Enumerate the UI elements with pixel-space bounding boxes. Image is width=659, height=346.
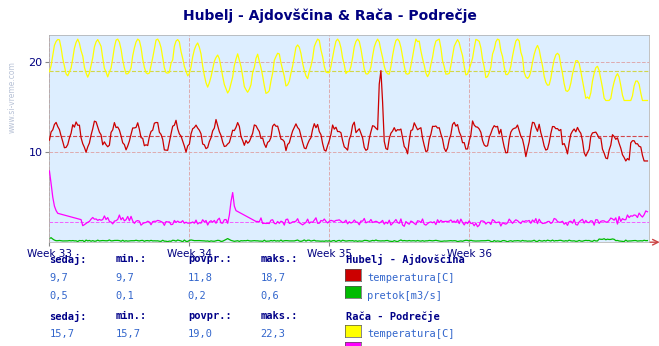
Text: maks.:: maks.: bbox=[260, 311, 298, 321]
Text: temperatura[C]: temperatura[C] bbox=[367, 273, 455, 283]
Text: sedaj:: sedaj: bbox=[49, 254, 87, 265]
Text: Hubelj - Ajdovščina: Hubelj - Ajdovščina bbox=[346, 254, 465, 265]
Text: 19,0: 19,0 bbox=[188, 329, 213, 339]
Text: pretok[m3/s]: pretok[m3/s] bbox=[367, 291, 442, 301]
Text: 15,7: 15,7 bbox=[115, 329, 140, 339]
Text: temperatura[C]: temperatura[C] bbox=[367, 329, 455, 339]
Text: www.si-vreme.com: www.si-vreme.com bbox=[8, 61, 17, 133]
Text: Hubelj - Ajdovščina & Rača - Podrečje: Hubelj - Ajdovščina & Rača - Podrečje bbox=[183, 9, 476, 23]
Text: povpr.:: povpr.: bbox=[188, 311, 231, 321]
Text: Rača - Podrečje: Rača - Podrečje bbox=[346, 311, 440, 322]
Text: maks.:: maks.: bbox=[260, 254, 298, 264]
Text: 11,8: 11,8 bbox=[188, 273, 213, 283]
Text: min.:: min.: bbox=[115, 254, 146, 264]
Text: povpr.:: povpr.: bbox=[188, 254, 231, 264]
Text: 0,2: 0,2 bbox=[188, 291, 206, 301]
Text: 18,7: 18,7 bbox=[260, 273, 285, 283]
Text: min.:: min.: bbox=[115, 311, 146, 321]
Text: 22,3: 22,3 bbox=[260, 329, 285, 339]
Text: sedaj:: sedaj: bbox=[49, 311, 87, 322]
Text: 0,5: 0,5 bbox=[49, 291, 68, 301]
Text: 0,6: 0,6 bbox=[260, 291, 279, 301]
Text: 15,7: 15,7 bbox=[49, 329, 74, 339]
Text: 0,1: 0,1 bbox=[115, 291, 134, 301]
Text: 9,7: 9,7 bbox=[115, 273, 134, 283]
Text: 9,7: 9,7 bbox=[49, 273, 68, 283]
